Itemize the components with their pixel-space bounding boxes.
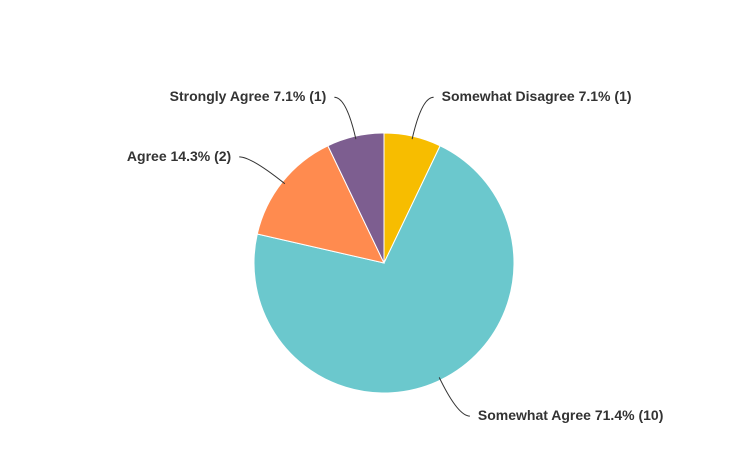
- label-count: (1): [309, 88, 326, 104]
- label-count: (2): [214, 148, 231, 164]
- label-percent: 7.1%: [579, 88, 611, 104]
- label-name: Agree: [127, 148, 167, 164]
- label-name: Strongly Agree: [170, 88, 270, 104]
- label-name: Somewhat Agree: [478, 407, 591, 423]
- label-percent: 7.1%: [273, 88, 305, 104]
- data-label: Agree 14.3% (2): [127, 148, 231, 164]
- leader-line: [411, 96, 434, 140]
- leader-line: [239, 156, 286, 185]
- data-label: Somewhat Agree 71.4% (10): [478, 407, 663, 423]
- label-percent: 14.3%: [171, 148, 211, 164]
- label-count: (10): [638, 407, 663, 423]
- data-label: Somewhat Disagree 7.1% (1): [442, 88, 632, 104]
- label-percent: 71.4%: [595, 407, 635, 423]
- data-label: Strongly Agree 7.1% (1): [170, 88, 327, 104]
- label-name: Somewhat Disagree: [442, 88, 575, 104]
- label-count: (1): [614, 88, 631, 104]
- leader-line: [438, 377, 470, 417]
- leader-line: [334, 96, 357, 140]
